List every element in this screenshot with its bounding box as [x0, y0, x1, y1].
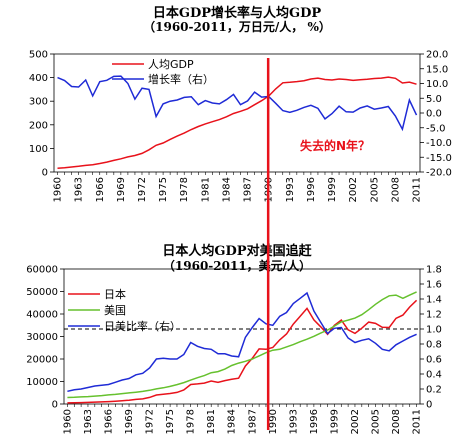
chart-2-subtitle: （1960-2011，美元/人）	[162, 259, 312, 273]
series-line-1-1	[57, 76, 417, 169]
x-tick-label: 1990	[268, 409, 279, 434]
y-left-tick-label: 200	[29, 120, 48, 131]
y-left-tick-label: 60000	[26, 265, 58, 276]
x-tick-label: 1960	[53, 177, 64, 202]
x-tick-label: 1981	[206, 409, 217, 434]
y-right-tick-label: 5.0	[426, 94, 442, 105]
y-right-tick-label: 1.8	[426, 265, 442, 276]
legend-label: 日美比率（右）	[104, 319, 181, 333]
y-right-tick-label: 0	[426, 400, 432, 411]
x-tick-label: 1984	[221, 177, 232, 202]
series-line-2-1	[67, 299, 418, 404]
y-left-tick-label: 100	[29, 144, 48, 155]
x-tick-label: 1975	[165, 409, 176, 434]
y-right-tick-label: 10.0	[426, 79, 448, 90]
x-tick-label: 1975	[158, 177, 169, 202]
chart-1-subtitle: （1960-2011，万日元/人， %）	[143, 20, 331, 34]
x-tick-label: 1966	[95, 177, 106, 202]
x-tick-label: 2005	[369, 177, 380, 202]
x-tick-label: 2008	[390, 177, 401, 202]
chart-1-title: 日本GDP增长率与人均GDP	[152, 6, 322, 21]
y-right-tick-label: 0.0	[426, 109, 442, 120]
y-right-tick-label: 1.2	[426, 310, 442, 321]
y-right-tick-label: 0.8	[426, 340, 442, 351]
legend-label: 人均GDP	[148, 58, 194, 71]
y-right-tick-label: 0.4	[426, 370, 442, 381]
chart-2-title: 日本人均GDP对美国追赶	[162, 244, 312, 259]
x-tick-label: 1978	[186, 409, 197, 434]
x-tick-label: 1969	[116, 177, 127, 202]
x-tick-label: 2005	[371, 409, 382, 434]
y-left-tick-label: 20000	[26, 355, 58, 366]
x-tick-label: 1972	[137, 177, 148, 202]
y-right-tick-label: -5.0	[426, 123, 446, 134]
y-left-tick-label: 10000	[26, 377, 58, 388]
y-left-tick-label: 300	[29, 97, 48, 108]
y-right-tick-label: 20.0	[426, 50, 448, 61]
x-tick-label: 1972	[145, 409, 156, 434]
y-right-tick-label: -20.0	[426, 168, 452, 179]
annotation-lost-years: 失去的N年？	[300, 138, 370, 153]
x-tick-label: 1987	[243, 177, 254, 202]
x-tick-label: 2011	[412, 409, 423, 434]
y-right-tick-label: 0.2	[426, 385, 442, 396]
x-tick-label: 1993	[288, 409, 299, 434]
x-tick-label: 2008	[391, 409, 402, 434]
legend-label: 增长率（右）	[148, 72, 214, 86]
legend-label: 日本	[104, 287, 126, 301]
x-tick-label: 1969	[124, 409, 135, 434]
y-left-tick-label: 500	[29, 50, 48, 61]
y-right-tick-label: -15.0	[426, 153, 452, 164]
y-right-tick-label: 1.4	[426, 295, 442, 306]
x-tick-label: 1978	[179, 177, 190, 202]
series-line-1-2	[57, 75, 418, 132]
x-tick-label: 1996	[309, 409, 320, 434]
x-tick-label: 1999	[329, 409, 340, 434]
x-tick-label: 1963	[74, 177, 85, 202]
y-right-tick-label: 15.0	[426, 64, 448, 75]
y-left-tick-label: 0	[52, 400, 58, 411]
x-tick-label: 2002	[350, 409, 361, 434]
y-left-tick-label: 50000	[26, 287, 58, 298]
y-right-tick-label: -10.0	[426, 138, 452, 149]
x-tick-label: 1960	[62, 409, 73, 434]
x-tick-label: 2011	[411, 177, 422, 202]
x-tick-label: 1966	[104, 409, 115, 434]
y-left-tick-label: 0	[42, 168, 48, 179]
y-right-tick-label: 0.6	[426, 355, 442, 366]
x-tick-label: 1999	[327, 177, 338, 202]
y-left-tick-label: 30000	[26, 332, 58, 343]
y-left-tick-label: 40000	[26, 310, 58, 321]
x-tick-label: 1981	[200, 177, 211, 202]
x-tick-label: 1963	[83, 409, 94, 434]
x-tick-label: 1993	[285, 177, 296, 202]
y-left-tick-label: 400	[29, 73, 48, 84]
x-tick-label: 1984	[227, 409, 238, 434]
y-right-tick-label: 1.0	[426, 325, 442, 336]
series-line-2-3	[67, 291, 417, 393]
legend-label: 美国	[104, 304, 126, 317]
x-tick-label: 1987	[247, 409, 258, 434]
series-line-2-2	[67, 291, 417, 399]
y-right-tick-label: 1.6	[426, 280, 442, 291]
x-tick-label: 2002	[348, 177, 359, 202]
x-tick-label: 1996	[306, 177, 317, 202]
